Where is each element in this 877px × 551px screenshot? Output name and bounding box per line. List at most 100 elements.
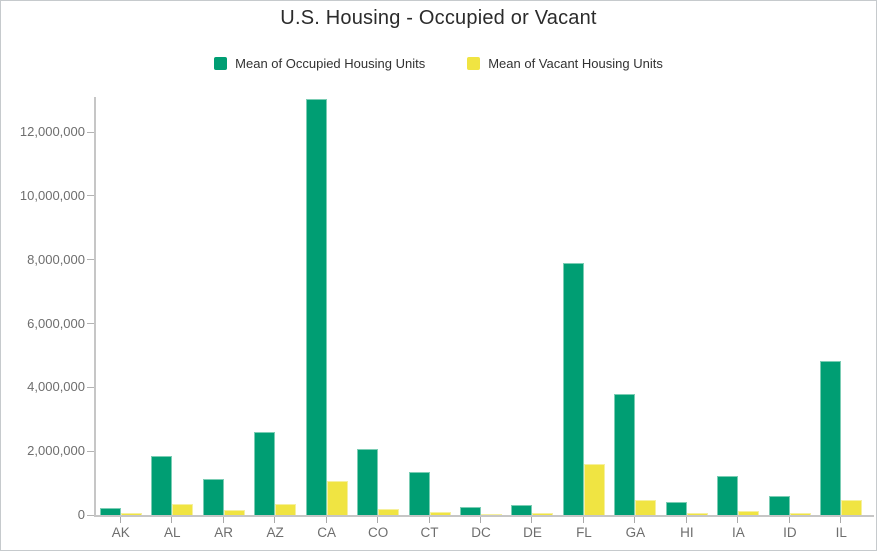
legend-label-occupied: Mean of Occupied Housing Units (235, 56, 426, 71)
vacant-bar-az[interactable] (275, 504, 297, 515)
y-axis-tick (87, 195, 94, 197)
bar-group-hi (661, 97, 712, 523)
x-axis-labels: AK AL AR AZ CA CO CT DC DE FL GA HI IA ID IL (95, 525, 867, 540)
legend-item-vacant[interactable]: Mean of Vacant Housing Units (467, 56, 663, 71)
occupied-bar-fl[interactable] (562, 263, 584, 515)
x-axis-label-ct: CT (420, 525, 439, 540)
occupied-bar-ia[interactable] (717, 476, 739, 515)
x-axis-label-de: DE (523, 525, 542, 540)
bar-group-co (352, 97, 403, 523)
x-axis-label-fl: FL (576, 525, 592, 540)
occupied-swatch-icon (214, 57, 228, 70)
vacant-bar-al[interactable] (172, 504, 194, 515)
bar-group-ct (404, 97, 455, 523)
x-axis-tick (685, 517, 687, 523)
vacant-bar-ia[interactable] (738, 511, 760, 515)
bar-group-de (507, 97, 558, 523)
x-axis-label-az: AZ (266, 525, 284, 540)
y-axis-label: 10,000,000 (19, 187, 85, 203)
y-axis-tick (87, 450, 94, 452)
vacant-bar-de[interactable] (532, 513, 554, 515)
x-axis-tick (840, 517, 842, 523)
occupied-bar-ga[interactable] (614, 394, 636, 515)
x-axis-label-al: AL (163, 525, 181, 540)
x-axis-tick (582, 517, 584, 523)
bar-group-ga (610, 97, 661, 523)
x-axis-label-id: ID (783, 525, 797, 540)
occupied-bar-ca[interactable] (305, 99, 327, 515)
occupied-bar-dc[interactable] (460, 507, 482, 515)
bar-group-az (249, 97, 300, 523)
bar-group-al (146, 97, 197, 523)
chart-title: U.S. Housing - Occupied or Vacant (280, 7, 597, 29)
y-axis-label: 4,000,000 (27, 379, 85, 395)
vacant-swatch-icon (467, 57, 481, 70)
y-axis-label: 6,000,000 (27, 315, 85, 331)
y-axis-label: 0 (77, 507, 85, 522)
bar-group-fl (558, 97, 609, 523)
x-axis-label-hi: HI (680, 525, 694, 540)
x-axis-tick (325, 517, 327, 523)
occupied-bar-al[interactable] (151, 456, 173, 515)
x-axis-tick (274, 517, 276, 523)
x-axis-tick (119, 517, 121, 523)
occupied-bar-co[interactable] (357, 449, 379, 515)
vacant-bar-ct[interactable] (429, 512, 451, 515)
bar-group-ak (95, 97, 146, 523)
occupied-bar-de[interactable] (511, 505, 533, 515)
x-axis-tick (480, 517, 482, 523)
y-axis-label: 12,000,000 (19, 124, 85, 140)
x-axis-label-co: CO (367, 525, 389, 540)
x-axis-tick (531, 517, 533, 523)
vacant-bar-ak[interactable] (120, 513, 142, 515)
bar-group-dc (455, 97, 506, 523)
bar-group-il (816, 97, 867, 523)
y-axis-tick (87, 514, 94, 516)
y-axis-line (94, 97, 96, 516)
y-axis-label: 2,000,000 (27, 443, 85, 459)
occupied-bar-az[interactable] (254, 432, 276, 515)
x-axis-label-ga: GA (625, 525, 646, 540)
vacant-bar-ca[interactable] (326, 481, 348, 515)
x-axis-tick (428, 517, 430, 523)
y-axis-tick (87, 131, 94, 133)
x-axis-label-ar: AR (214, 525, 234, 540)
x-axis-tick (634, 517, 636, 523)
x-axis-tick (377, 517, 379, 523)
plot-area (95, 97, 867, 523)
y-axis-tick (87, 323, 94, 325)
vacant-bar-dc[interactable] (481, 514, 503, 515)
bar-group-ia (713, 97, 764, 523)
bar-group-ca (301, 97, 352, 523)
x-axis-tick (737, 517, 739, 523)
occupied-bar-hi[interactable] (665, 502, 687, 515)
occupied-bar-ak[interactable] (99, 508, 121, 515)
x-axis-label-ia: IA (731, 525, 745, 540)
legend: Mean of Occupied Housing Units Mean of V… (1, 56, 876, 71)
vacant-bar-hi[interactable] (686, 513, 708, 515)
vacant-bar-ga[interactable] (635, 500, 657, 515)
occupied-bar-id[interactable] (768, 496, 790, 515)
occupied-bar-il[interactable] (820, 361, 842, 515)
vacant-bar-id[interactable] (789, 513, 811, 515)
occupied-bar-ar[interactable] (202, 479, 224, 515)
y-axis-tick (87, 386, 94, 388)
legend-label-vacant: Mean of Vacant Housing Units (488, 56, 663, 71)
x-axis-tick (788, 517, 790, 523)
y-axis-tick (87, 259, 94, 261)
vacant-bar-fl[interactable] (583, 464, 605, 515)
x-axis-label-il: IL (835, 525, 847, 540)
y-axis-label: 8,000,000 (27, 251, 85, 267)
x-axis-tick (222, 517, 224, 523)
x-axis-label-dc: DC (471, 525, 491, 540)
occupied-bar-ct[interactable] (408, 472, 430, 515)
x-axis-tick (171, 517, 173, 523)
vacant-bar-co[interactable] (378, 509, 400, 515)
x-axis-label-ak: AK (111, 525, 130, 540)
bar-group-ar (198, 97, 249, 523)
x-axis-label-ca: CA (317, 525, 336, 540)
vacant-bar-ar[interactable] (223, 510, 245, 515)
legend-item-occupied[interactable]: Mean of Occupied Housing Units (214, 56, 425, 71)
vacant-bar-il[interactable] (841, 500, 863, 515)
